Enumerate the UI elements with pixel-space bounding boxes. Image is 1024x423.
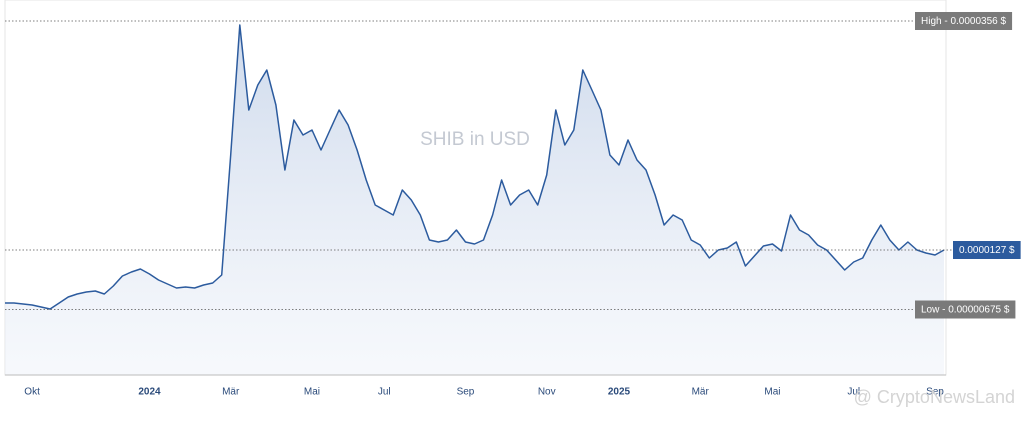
x-tick-label: 2024 <box>138 387 161 398</box>
reference-label: High - 0.0000356 $ <box>921 16 1007 27</box>
area <box>5 25 944 375</box>
x-tick-label: Sep <box>926 387 944 398</box>
chart-title: SHIB in USD <box>420 129 530 150</box>
x-tick-label: 2025 <box>608 387 631 398</box>
reference-label-box <box>953 241 1021 259</box>
reference-label: Low - 0.00000675 $ <box>921 305 1010 316</box>
x-tick-label: Sep <box>457 387 475 398</box>
price-line <box>5 24 945 310</box>
reference-label-box <box>915 12 1013 30</box>
x-tick-label: Mai <box>304 387 320 398</box>
x-tick-label: Mai <box>764 387 780 398</box>
plot-area: Okt 2024 Mär Mai Jul Sep Nov 2025 Mär Mai Jul Sep Hi… <box>4 0 1021 398</box>
reference-label: 0.0000127 $ <box>959 245 1015 256</box>
x-tick-label: Mär <box>692 387 710 398</box>
reference-label-box <box>915 300 1016 319</box>
x-tick-label: Okt <box>24 387 40 398</box>
x-tick-label: Nov <box>538 387 556 398</box>
x-tick-label: Jul <box>378 387 391 398</box>
x-tick-label: Mär <box>222 387 240 398</box>
watermark: @ CryptoNewsLand <box>854 387 1015 407</box>
x-tick-label: Jul <box>847 387 860 398</box>
